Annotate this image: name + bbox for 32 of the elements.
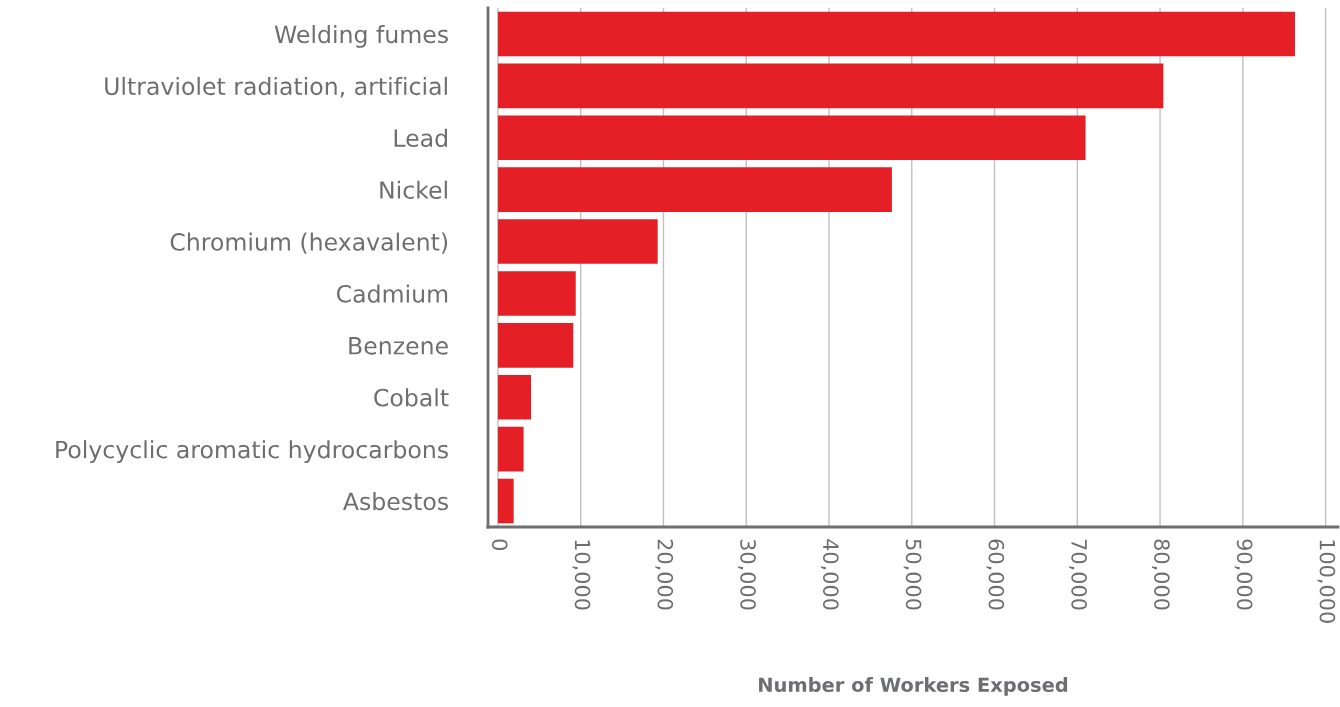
x-tick-label: 20,000 <box>655 539 674 610</box>
x-tick-label: 80,000 <box>1151 539 1170 610</box>
x-axis-title: Number of Workers Exposed <box>759 677 1068 696</box>
y-tick-label: Cadmium <box>336 284 448 303</box>
x-tick-label: 70,000 <box>1069 539 1087 610</box>
bar <box>497 323 574 368</box>
x-tick-label: 100,000 <box>1317 540 1336 623</box>
bar <box>497 219 658 264</box>
bar <box>497 478 514 524</box>
bar <box>497 374 532 420</box>
bar <box>497 11 1295 57</box>
x-tick-label: 90,000 <box>1234 539 1253 610</box>
y-tick-label: Lead <box>394 128 447 148</box>
y-tick-label: Nickel <box>380 180 447 199</box>
bar <box>497 426 524 472</box>
x-tick-label: 40,000 <box>820 539 839 610</box>
x-tick-label: 0 <box>491 539 508 550</box>
x-tick-label: 50,000 <box>903 539 922 610</box>
y-tick-label: Ultraviolet radiation, artificial <box>105 76 447 98</box>
x-tick-label: 60,000 <box>986 539 1005 610</box>
y-tick-label: Welding fumes <box>274 24 448 48</box>
bar <box>497 271 576 316</box>
y-tick-label: Asbestos <box>343 492 448 511</box>
y-tick-label: Chromium (hexavalent) <box>170 232 448 254</box>
bar <box>497 115 1086 161</box>
x-tick-label: 10,000 <box>572 540 591 610</box>
x-tick-label: 30,000 <box>738 539 756 610</box>
y-tick-label: Polycyclic aromatic hydrocarbons <box>56 440 448 464</box>
bar <box>497 63 1164 109</box>
y-tick-label: Benzene <box>349 337 448 355</box>
bar <box>497 167 892 212</box>
y-tick-label: Cobalt <box>374 388 449 407</box>
